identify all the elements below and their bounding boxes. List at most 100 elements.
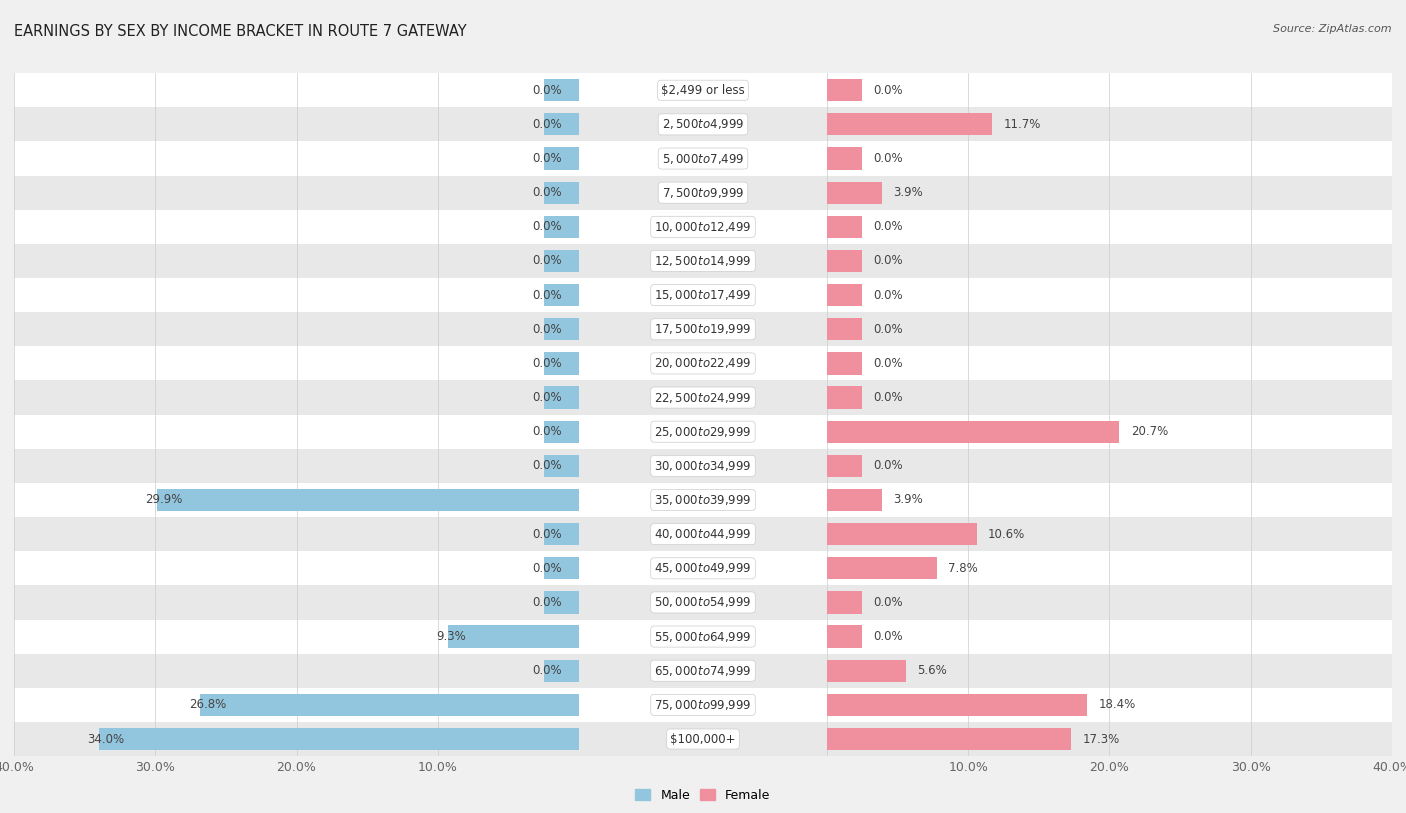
Bar: [14, 107, 579, 141]
Bar: [827, 483, 1392, 517]
Text: 0.0%: 0.0%: [533, 596, 562, 609]
Text: EARNINGS BY SEX BY INCOME BRACKET IN ROUTE 7 GATEWAY: EARNINGS BY SEX BY INCOME BRACKET IN ROU…: [14, 24, 467, 39]
Bar: [544, 420, 579, 443]
Bar: [827, 107, 1392, 141]
Text: 0.0%: 0.0%: [873, 357, 903, 370]
Bar: [579, 517, 827, 551]
Text: 0.0%: 0.0%: [873, 152, 903, 165]
Bar: [579, 346, 827, 380]
Bar: [14, 380, 579, 415]
Bar: [544, 352, 579, 375]
Text: $2,500 to $4,999: $2,500 to $4,999: [662, 117, 744, 132]
Text: 0.0%: 0.0%: [533, 186, 562, 199]
Text: $35,000 to $39,999: $35,000 to $39,999: [654, 493, 752, 507]
Bar: [827, 591, 862, 614]
Bar: [544, 318, 579, 341]
Bar: [579, 654, 827, 688]
Bar: [579, 449, 827, 483]
Bar: [827, 659, 905, 682]
Bar: [579, 210, 827, 244]
Text: $12,500 to $14,999: $12,500 to $14,999: [654, 254, 752, 268]
Bar: [14, 73, 579, 107]
Bar: [579, 688, 827, 722]
Bar: [827, 312, 1392, 346]
Bar: [544, 454, 579, 477]
Bar: [579, 722, 827, 756]
Text: 0.0%: 0.0%: [873, 289, 903, 302]
Bar: [827, 454, 862, 477]
Text: $45,000 to $49,999: $45,000 to $49,999: [654, 561, 752, 576]
Text: 0.0%: 0.0%: [533, 152, 562, 165]
Text: 0.0%: 0.0%: [533, 254, 562, 267]
Bar: [827, 688, 1392, 722]
Bar: [579, 585, 827, 620]
Bar: [14, 449, 579, 483]
Text: 0.0%: 0.0%: [873, 84, 903, 97]
Text: $50,000 to $54,999: $50,000 to $54,999: [654, 595, 752, 610]
Bar: [579, 620, 827, 654]
Bar: [827, 693, 1087, 716]
Text: $10,000 to $12,499: $10,000 to $12,499: [654, 220, 752, 234]
Text: 0.0%: 0.0%: [533, 357, 562, 370]
Bar: [827, 176, 1392, 210]
Bar: [544, 591, 579, 614]
Text: 0.0%: 0.0%: [533, 664, 562, 677]
Bar: [579, 312, 827, 346]
Bar: [827, 517, 1392, 551]
Bar: [544, 147, 579, 170]
Bar: [827, 449, 1392, 483]
Text: $40,000 to $44,999: $40,000 to $44,999: [654, 527, 752, 541]
Bar: [14, 551, 579, 585]
Bar: [544, 250, 579, 272]
Bar: [579, 551, 827, 585]
Bar: [544, 215, 579, 238]
Bar: [827, 380, 1392, 415]
Bar: [827, 620, 1392, 654]
Bar: [827, 147, 862, 170]
Bar: [827, 386, 862, 409]
Bar: [827, 551, 1392, 585]
Text: $5,000 to $7,499: $5,000 to $7,499: [662, 151, 744, 166]
Bar: [827, 346, 1392, 380]
Text: 0.0%: 0.0%: [873, 254, 903, 267]
Bar: [544, 181, 579, 204]
Bar: [827, 244, 1392, 278]
Bar: [14, 585, 579, 620]
Bar: [827, 722, 1392, 756]
Text: 0.0%: 0.0%: [533, 323, 562, 336]
Bar: [98, 728, 579, 750]
Text: 0.0%: 0.0%: [533, 459, 562, 472]
Bar: [827, 284, 862, 307]
Bar: [827, 557, 938, 580]
Text: 5.6%: 5.6%: [917, 664, 948, 677]
Text: 0.0%: 0.0%: [533, 220, 562, 233]
Legend: Male, Female: Male, Female: [630, 784, 776, 806]
Text: 0.0%: 0.0%: [533, 118, 562, 131]
Text: 3.9%: 3.9%: [893, 493, 924, 506]
Bar: [14, 483, 579, 517]
Text: $7,500 to $9,999: $7,500 to $9,999: [662, 185, 744, 200]
Bar: [544, 79, 579, 102]
Bar: [447, 625, 579, 648]
Bar: [544, 523, 579, 546]
Bar: [827, 489, 882, 511]
Text: 9.3%: 9.3%: [436, 630, 467, 643]
Text: 0.0%: 0.0%: [873, 596, 903, 609]
Text: 26.8%: 26.8%: [190, 698, 226, 711]
Bar: [14, 517, 579, 551]
Bar: [827, 415, 1392, 449]
Text: 0.0%: 0.0%: [533, 528, 562, 541]
Bar: [201, 693, 579, 716]
Bar: [14, 141, 579, 176]
Bar: [827, 73, 1392, 107]
Bar: [827, 352, 862, 375]
Bar: [544, 284, 579, 307]
Bar: [827, 278, 1392, 312]
Bar: [14, 620, 579, 654]
Text: Source: ZipAtlas.com: Source: ZipAtlas.com: [1274, 24, 1392, 34]
Text: 3.9%: 3.9%: [893, 186, 924, 199]
Bar: [14, 722, 579, 756]
Bar: [14, 346, 579, 380]
Bar: [14, 210, 579, 244]
Bar: [544, 113, 579, 136]
